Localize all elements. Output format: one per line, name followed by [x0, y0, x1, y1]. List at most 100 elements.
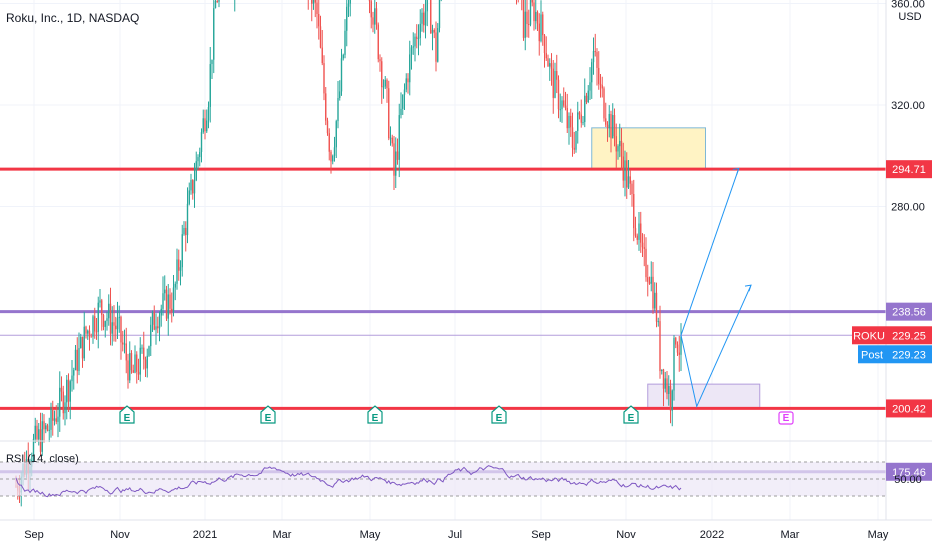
rsi-label[interactable]: RSI (14, close)	[6, 453, 79, 465]
candle-body	[557, 79, 560, 110]
candle-body	[108, 303, 110, 319]
candle-body	[605, 118, 607, 125]
candle-body	[640, 223, 642, 243]
candle-body	[606, 124, 609, 129]
candle-body	[120, 316, 122, 343]
tag-175.46-bg	[886, 462, 932, 481]
candle-body	[393, 143, 395, 176]
post-tag: Post	[861, 349, 883, 361]
candle-body	[680, 336, 682, 355]
candle-body	[620, 140, 623, 157]
candle-body	[43, 421, 45, 430]
candle-body	[419, 23, 421, 39]
candle-body	[52, 408, 54, 421]
earnings-icon-3[interactable]	[491, 405, 507, 424]
projection-zone-1[interactable]	[647, 383, 761, 409]
candle-body	[395, 151, 397, 176]
candle-body	[388, 88, 390, 139]
earnings-icon-5[interactable]	[778, 411, 794, 425]
candle-body	[122, 342, 124, 345]
candle-body	[200, 132, 203, 152]
candle-body	[111, 322, 113, 334]
arrow-path-up[interactable]	[680, 168, 740, 336]
candle-body	[143, 347, 145, 360]
candle-body	[53, 418, 56, 421]
candle-body	[67, 379, 70, 402]
candle-body	[95, 331, 98, 333]
candle-body	[405, 78, 407, 90]
candle-body	[158, 315, 161, 329]
candle-body	[125, 343, 127, 361]
candle-body	[59, 387, 61, 417]
candle-body	[626, 160, 628, 188]
rsi-line[interactable]	[15, 465, 682, 498]
candle-body	[207, 106, 210, 121]
candle-body	[617, 146, 619, 152]
earnings-icon-1[interactable]	[260, 405, 276, 424]
candle-body	[666, 378, 668, 394]
candle-body	[195, 161, 197, 181]
candle-body	[319, 26, 322, 48]
candle-body	[566, 107, 568, 129]
candle-body	[204, 118, 206, 132]
candle-body	[416, 36, 418, 39]
candle-body	[613, 115, 616, 137]
earnings-icon-2[interactable]	[367, 405, 383, 424]
candle-body	[36, 425, 38, 440]
symbol-tag-bg	[852, 326, 886, 345]
post-tag-bg	[858, 345, 886, 364]
candle-body	[575, 131, 577, 150]
candle-body	[318, 14, 320, 27]
candle-body	[45, 425, 47, 430]
candle-body	[603, 88, 605, 119]
candle-body	[57, 416, 59, 422]
candle-body	[430, 0, 432, 34]
candle-body	[582, 122, 584, 124]
candle-body	[101, 300, 103, 316]
candle-body	[162, 293, 164, 309]
arrow-path-down-up[interactable]	[680, 284, 752, 409]
candle-body	[538, 23, 540, 42]
candle-body	[116, 318, 119, 330]
candle-body	[391, 137, 393, 144]
candle-body	[214, 1, 217, 9]
candle-body	[169, 294, 171, 309]
candle-body	[85, 326, 87, 334]
candle-body	[80, 336, 82, 348]
candle-body	[150, 324, 152, 347]
candle-body	[213, 8, 215, 60]
candle-body	[176, 259, 178, 284]
candle-body	[655, 292, 658, 322]
candle-body	[571, 127, 574, 148]
projection-arrows	[680, 167, 752, 409]
candle-body	[109, 303, 112, 334]
earnings-icon-4[interactable]	[623, 405, 639, 424]
time-axis[interactable]: Sep Nov 2021 Mar May Jul Sep Nov 2022 Mar May	[24, 529, 889, 541]
candle-body	[174, 283, 176, 288]
x-tick-2: 2021	[193, 529, 217, 541]
candle-body	[662, 369, 665, 389]
candle-body	[564, 105, 567, 108]
candle-body	[60, 387, 63, 392]
candle-body	[183, 227, 185, 235]
candle-body	[673, 337, 675, 391]
candle-body	[178, 259, 180, 271]
candle-body	[577, 112, 579, 132]
earnings-letter-3: E	[496, 413, 503, 424]
candle-body	[115, 325, 117, 330]
currency-label[interactable]: USD	[898, 11, 921, 23]
x-tick-0: Sep	[24, 529, 44, 541]
candle-body	[335, 121, 337, 148]
y-tick-0: 280.00	[891, 202, 925, 214]
candle-body	[328, 133, 330, 152]
candle-body	[188, 190, 190, 204]
y-tick-1: 320.00	[891, 100, 925, 112]
candle-body	[587, 90, 589, 103]
candle-body	[155, 326, 157, 330]
tag-last-price-bg	[886, 326, 932, 345]
earnings-icon-0[interactable]	[119, 405, 135, 424]
candle-body	[549, 63, 551, 67]
